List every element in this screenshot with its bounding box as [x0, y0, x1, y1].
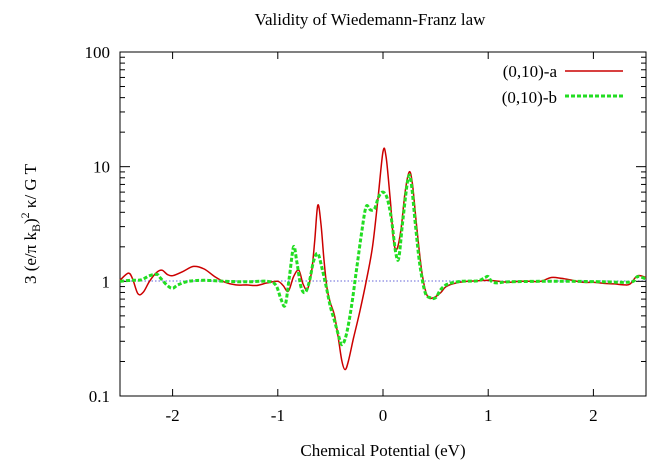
chart-title: Validity of Wiedemann-Franz law — [255, 10, 487, 29]
x-tick-label: -1 — [271, 406, 285, 425]
y-tick-label: 0.1 — [89, 387, 110, 406]
plot-frame — [119, 51, 647, 397]
x-tick-label: 2 — [589, 406, 598, 425]
x-axis-label: Chemical Potential (eV) — [300, 441, 465, 460]
legend-label-b: (0,10)-b — [502, 88, 557, 107]
x-tick-label: 1 — [484, 406, 493, 425]
y-tick-label: 10 — [93, 158, 110, 177]
y-tick-label: 100 — [85, 43, 111, 62]
axis-ticks: -2 -1 0 1 2 0.1 1 10 100 — [85, 43, 646, 425]
series-layer — [119, 147, 647, 371]
x-tick-label: 0 — [379, 406, 388, 425]
y-axis-label: 3 (e/π kB)2 κ/ G T — [18, 163, 43, 284]
legend-label-a: (0,10)-a — [503, 62, 558, 81]
series-line-b — [119, 173, 647, 347]
series-line-a — [119, 147, 647, 371]
y-tick-label: 1 — [102, 272, 111, 291]
legend: (0,10)-a (0,10)-b — [502, 62, 623, 107]
x-tick-label: -2 — [166, 406, 180, 425]
